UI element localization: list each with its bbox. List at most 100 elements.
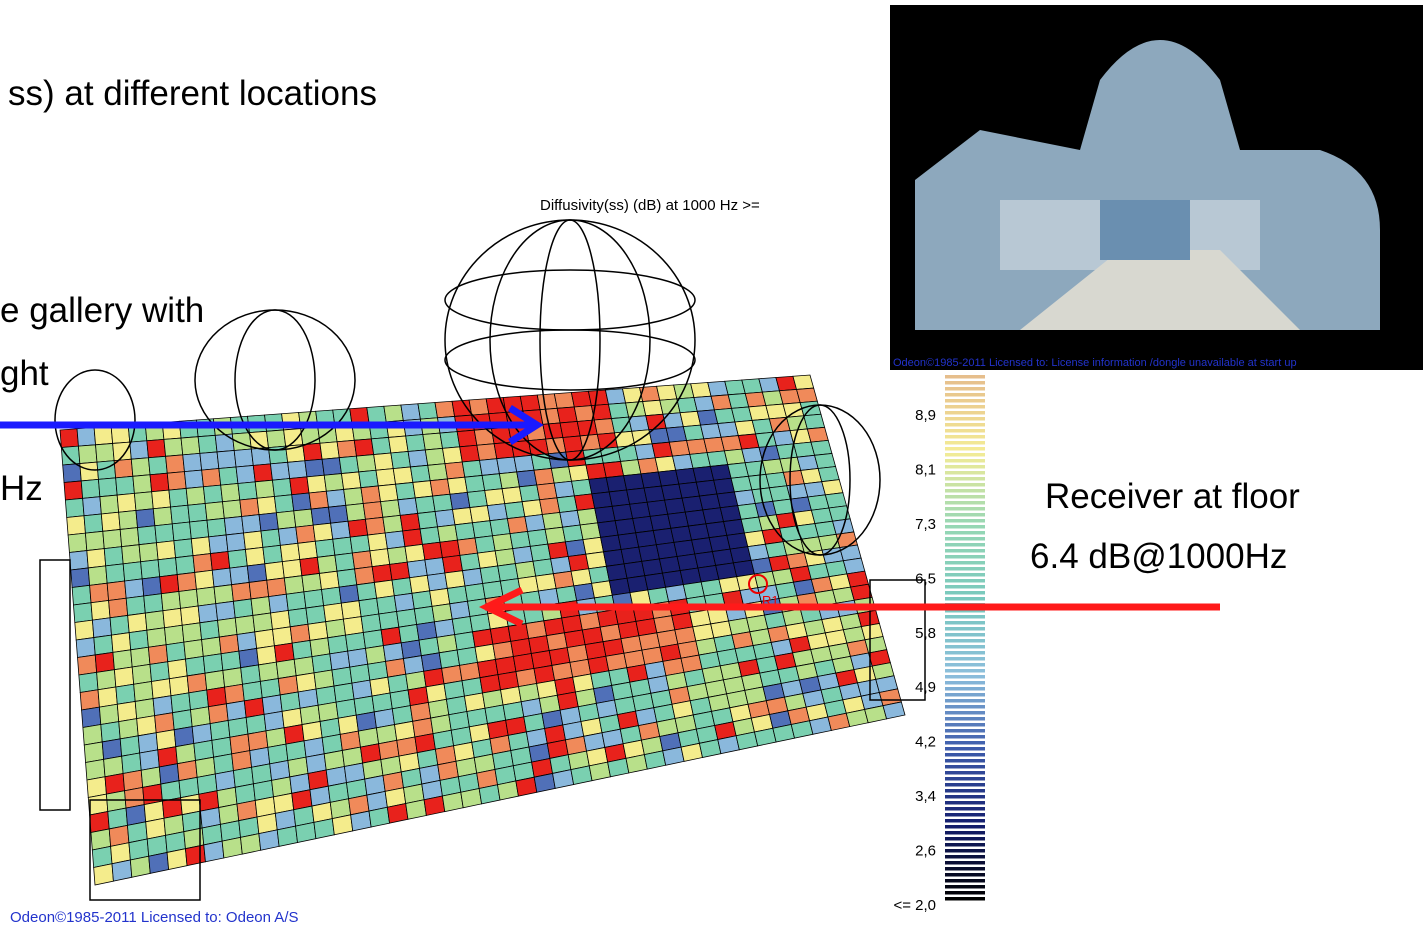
grid-cell xyxy=(97,686,118,708)
grid-cell xyxy=(382,514,404,534)
grid-cell xyxy=(442,446,463,465)
grid-cell xyxy=(66,515,86,536)
scale-stripe xyxy=(945,465,985,469)
grid-cell xyxy=(202,484,223,504)
grid-cell xyxy=(552,769,575,789)
color-scale: 8,9 8,1 7,3 6,5 5,8 4,9 4,2 3,4 2,6 <= 2,0 xyxy=(893,375,985,914)
grid-cell xyxy=(64,497,85,518)
grid-cell xyxy=(389,561,411,581)
grid-cell xyxy=(424,447,446,466)
grid-cell xyxy=(281,559,303,579)
grid-cell xyxy=(539,407,561,425)
grid-cell xyxy=(100,511,121,532)
grid-cell xyxy=(151,489,172,510)
grid-cell xyxy=(597,520,619,538)
grid-cell xyxy=(140,559,161,580)
grid-cell xyxy=(657,469,680,487)
grid-cell xyxy=(252,612,273,633)
grid-cell xyxy=(325,618,346,639)
grid-cell xyxy=(347,518,369,538)
grid-cell xyxy=(402,528,423,548)
grid-cell xyxy=(382,642,404,662)
grid-cell xyxy=(390,451,411,470)
grid-cell xyxy=(437,524,458,543)
grid-cell xyxy=(98,703,120,726)
grid-cell xyxy=(154,712,175,734)
gallery-note: e gallery with xyxy=(0,291,204,330)
scale-stripe xyxy=(945,453,985,457)
grid-cell xyxy=(559,509,581,528)
grid-cell xyxy=(332,536,353,556)
grid-cell xyxy=(424,557,446,576)
grid-cell xyxy=(670,525,693,543)
grid-cell xyxy=(446,585,468,605)
grid-cell xyxy=(587,389,609,407)
grid-cell xyxy=(293,508,314,528)
grid-cell xyxy=(78,671,99,693)
grid-cell xyxy=(347,647,369,668)
grid-cell xyxy=(571,478,593,497)
map-grid xyxy=(59,374,906,886)
grid-cell xyxy=(512,545,534,565)
grid-cell xyxy=(181,622,203,643)
grid-cell xyxy=(307,621,329,641)
grid-cell xyxy=(148,455,168,476)
grid-cell xyxy=(214,433,235,453)
grid-cell xyxy=(536,482,558,501)
grid-cell xyxy=(417,511,438,530)
grid-cell xyxy=(459,444,480,463)
grid-cell xyxy=(498,471,520,490)
grid-cell xyxy=(556,495,578,513)
grid-cell xyxy=(148,851,170,874)
grid-cell xyxy=(456,429,478,448)
grid-cell xyxy=(562,435,584,453)
grid-cell xyxy=(573,405,595,422)
grid-cell xyxy=(528,438,550,456)
grid-cell xyxy=(149,472,170,493)
grid-cell xyxy=(533,772,556,793)
scale-stripe xyxy=(945,801,985,805)
grid-cell xyxy=(146,627,167,648)
grid-cell xyxy=(474,535,496,554)
grid-cell xyxy=(620,459,642,477)
grid-cell xyxy=(306,474,327,494)
grid-cell xyxy=(248,430,269,450)
grid-cell xyxy=(882,701,906,720)
grid-cell xyxy=(370,436,392,456)
scale-label: 6,5 xyxy=(915,570,936,587)
grid-cell xyxy=(336,439,357,459)
grid-cell xyxy=(201,636,222,657)
grid-cell xyxy=(166,848,188,871)
grid-cell xyxy=(178,588,199,609)
scale-stripe xyxy=(945,417,985,421)
grid-cell xyxy=(224,683,245,705)
grid-cell xyxy=(585,551,607,570)
grid-cell xyxy=(186,672,208,694)
scale-stripe xyxy=(945,705,985,709)
grid-cell xyxy=(439,539,461,559)
scale-stripe xyxy=(945,609,985,613)
grid-cell xyxy=(338,584,360,604)
scale-stripe xyxy=(945,381,985,385)
receiver-note: Receiver at floor xyxy=(1045,477,1300,516)
map-copyright: Odeon©1985-2011 Licensed to: Odeon A/S xyxy=(10,909,299,926)
grid-cell xyxy=(364,516,386,536)
scale-stripe xyxy=(945,567,985,571)
grid-cell xyxy=(93,634,114,656)
grid-cell xyxy=(391,577,413,597)
grid-cell xyxy=(632,515,654,534)
scale-stripe xyxy=(945,501,985,505)
grid-cell xyxy=(218,634,240,655)
grid-cell xyxy=(623,473,645,491)
grid-cell xyxy=(496,456,518,475)
grid-cell xyxy=(287,460,308,479)
grid-cell xyxy=(343,487,364,506)
grid-cell xyxy=(533,467,555,486)
grid-cell xyxy=(620,546,643,565)
grid-cell xyxy=(248,579,270,600)
grid-cell xyxy=(276,825,298,847)
grid-cell xyxy=(459,552,481,572)
grid-cell xyxy=(684,509,707,527)
grid-cell xyxy=(130,646,151,668)
scale-stripe xyxy=(945,447,985,451)
